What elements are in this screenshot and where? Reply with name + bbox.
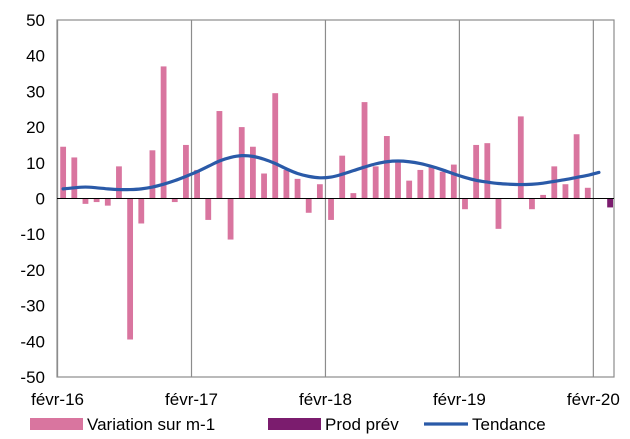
bar	[573, 134, 580, 199]
bar	[272, 93, 279, 199]
bar	[149, 150, 156, 199]
bar	[350, 193, 357, 199]
bar	[495, 198, 502, 229]
bar	[417, 169, 424, 199]
bar	[406, 180, 413, 199]
bars	[60, 66, 613, 340]
y-tick-label: 40	[26, 47, 45, 66]
bar	[428, 166, 435, 199]
bar	[60, 146, 67, 199]
bar	[194, 169, 200, 199]
legend: Variation sur m-1 Prod prév Tendance	[30, 415, 546, 434]
bar	[160, 66, 167, 199]
y-tick-labels: -50 -40 -30 -20 -10 0 10 20 30 40 50	[20, 11, 45, 387]
y-tick-label: -50	[20, 368, 45, 387]
bar	[227, 198, 234, 240]
y-tick-label: 20	[26, 118, 45, 137]
x-tick-label: févr-20	[567, 390, 620, 409]
legend-label: Variation sur m-1	[87, 415, 215, 434]
bar	[562, 184, 569, 199]
bar	[529, 198, 535, 210]
bar	[584, 187, 591, 199]
y-tick-label: -30	[20, 297, 45, 316]
y-tick-label: -20	[20, 261, 45, 280]
legend-swatch	[268, 418, 321, 430]
bar	[316, 184, 323, 199]
bar	[205, 198, 212, 220]
bar	[249, 146, 256, 199]
bar	[473, 144, 480, 199]
bar	[450, 164, 457, 199]
x-tick-label: févr-18	[299, 390, 352, 409]
bar	[339, 155, 346, 199]
bar	[484, 143, 491, 199]
bar	[104, 198, 111, 206]
bar	[372, 166, 379, 199]
trend-line	[61, 154, 601, 192]
x-tick-label: févr-19	[433, 390, 486, 409]
y-tick-label: 30	[26, 82, 45, 101]
y-tick-label: 0	[36, 190, 45, 209]
series-line-tendance	[61, 154, 601, 192]
x-tick-label: févr-17	[165, 390, 218, 409]
legend-label: Tendance	[472, 415, 546, 434]
bar	[294, 178, 301, 199]
bar	[395, 161, 401, 199]
bar	[82, 198, 89, 204]
bar	[138, 198, 145, 224]
bar	[607, 198, 613, 208]
axes	[56, 19, 615, 378]
x-tick-label: févr-16	[31, 390, 84, 409]
bar	[171, 198, 178, 203]
bar	[361, 102, 368, 199]
y-tick-label: 50	[26, 11, 45, 30]
legend-swatch	[30, 418, 83, 430]
y-tick-label: -10	[20, 225, 45, 244]
bar	[238, 127, 245, 199]
y-tick-label: 10	[26, 154, 45, 173]
bar	[71, 157, 78, 199]
bar	[540, 194, 547, 199]
bar	[305, 198, 312, 213]
bar	[462, 198, 468, 210]
bar	[328, 198, 334, 220]
bar	[517, 116, 524, 199]
x-tick-labels: févr-16 févr-17 févr-18 févr-19 févr-20	[31, 390, 620, 409]
y-tick-label: -40	[20, 332, 45, 351]
bar	[183, 144, 189, 199]
bar	[439, 171, 446, 199]
bar	[93, 198, 100, 203]
bar	[127, 198, 134, 340]
bar	[283, 169, 290, 199]
bar	[383, 136, 390, 199]
bar	[216, 111, 223, 199]
bar	[261, 173, 267, 199]
legend-label: Prod prév	[325, 415, 399, 434]
bar	[116, 166, 122, 199]
